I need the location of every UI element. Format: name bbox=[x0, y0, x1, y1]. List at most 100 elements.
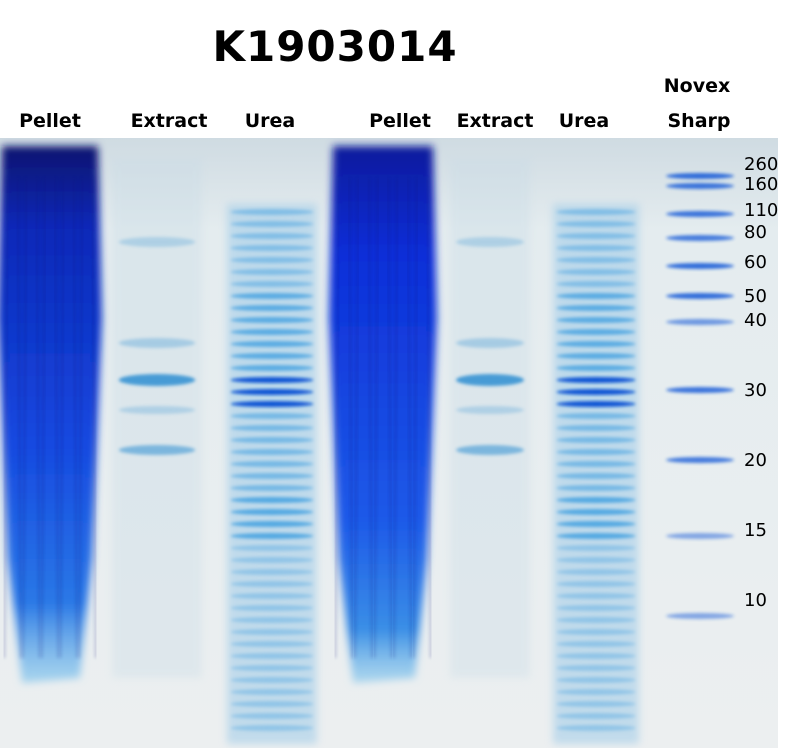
urea-band-6-8 bbox=[556, 293, 636, 299]
pellet-streak bbox=[58, 177, 66, 659]
extract-band-5-3 bbox=[456, 374, 524, 386]
urea-band-6-28 bbox=[556, 533, 636, 539]
pellet-streak bbox=[425, 177, 433, 659]
urea-band-3-37 bbox=[230, 641, 314, 647]
urea-band-6-24 bbox=[556, 485, 636, 491]
urea-band-3-9 bbox=[230, 305, 314, 311]
urea-band-6-5 bbox=[556, 257, 636, 263]
urea-band-3-5 bbox=[230, 257, 314, 263]
urea-band-3-20 bbox=[230, 437, 314, 443]
ladder-band-10 bbox=[666, 533, 734, 539]
urea-band-6-36 bbox=[556, 629, 636, 635]
extract-band-5-5 bbox=[456, 445, 524, 455]
pellet-streak bbox=[77, 177, 85, 659]
urea-band-3-12 bbox=[230, 341, 314, 347]
pellet-streak bbox=[333, 177, 341, 659]
extract-band-2-4 bbox=[118, 406, 196, 414]
urea-band-6-14 bbox=[556, 365, 636, 371]
urea-band-6-4 bbox=[556, 245, 636, 251]
pellet-streak bbox=[90, 177, 98, 659]
urea-band-3-32 bbox=[230, 581, 314, 587]
extract-lane-5-haze bbox=[450, 158, 530, 678]
urea-band-3-27 bbox=[230, 521, 314, 527]
urea-band-3-41 bbox=[230, 689, 314, 695]
urea-band-3-11 bbox=[230, 329, 314, 335]
urea-band-6-42 bbox=[556, 701, 636, 707]
pellet-streak bbox=[405, 177, 413, 659]
urea-band-3-4 bbox=[230, 245, 314, 251]
urea-band-3-14 bbox=[230, 365, 314, 371]
ladder-marker-label: 110 bbox=[744, 200, 779, 221]
urea-band-6-17 bbox=[556, 401, 636, 407]
lane-label-urea-2: Urea bbox=[558, 110, 610, 132]
gel-image bbox=[0, 138, 778, 748]
urea-band-3-35 bbox=[230, 617, 314, 623]
urea-band-3-23 bbox=[230, 473, 314, 479]
urea-band-6-44 bbox=[556, 725, 636, 731]
urea-band-6-39 bbox=[556, 665, 636, 671]
urea-band-6-33 bbox=[556, 593, 636, 599]
urea-band-3-28 bbox=[230, 533, 314, 539]
ladder-marker-label: 60 bbox=[744, 252, 767, 273]
urea-band-3-21 bbox=[230, 449, 314, 455]
pellet-streak bbox=[353, 177, 361, 659]
lane-label-pellet-1: Pellet bbox=[19, 110, 81, 132]
lane-label-urea-1: Urea bbox=[244, 110, 296, 132]
urea-band-6-31 bbox=[556, 569, 636, 575]
urea-band-3-43 bbox=[230, 713, 314, 719]
urea-band-6-19 bbox=[556, 425, 636, 431]
urea-band-3-7 bbox=[230, 281, 314, 287]
urea-band-3-19 bbox=[230, 425, 314, 431]
urea-band-6-29 bbox=[556, 545, 636, 551]
ladder-marker-label: 40 bbox=[744, 310, 767, 331]
urea-band-6-3 bbox=[556, 233, 636, 239]
urea-band-3-34 bbox=[230, 605, 314, 611]
urea-band-3-3 bbox=[230, 233, 314, 239]
urea-band-3-1 bbox=[230, 209, 314, 215]
urea-band-3-42 bbox=[230, 701, 314, 707]
ladder-marker-label: 50 bbox=[744, 286, 767, 307]
ladder-marker-label: 260 bbox=[744, 154, 779, 175]
urea-band-6-16 bbox=[556, 389, 636, 395]
ladder-band-2 bbox=[666, 183, 734, 189]
extract-band-5-2 bbox=[456, 338, 524, 348]
urea-band-6-13 bbox=[556, 353, 636, 359]
pellet-streak bbox=[34, 177, 42, 659]
urea-band-6-20 bbox=[556, 437, 636, 443]
urea-band-6-26 bbox=[556, 509, 636, 515]
ladder-marker-label: 15 bbox=[744, 520, 767, 541]
urea-band-3-25 bbox=[230, 497, 314, 503]
pellet-streak bbox=[53, 177, 61, 659]
urea-band-3-16 bbox=[230, 389, 314, 395]
urea-band-3-31 bbox=[230, 569, 314, 575]
ladder-band-6 bbox=[666, 293, 734, 299]
urea-band-3-22 bbox=[230, 461, 314, 467]
urea-band-3-6 bbox=[230, 269, 314, 275]
urea-band-3-10 bbox=[230, 317, 314, 323]
pellet-streak bbox=[392, 177, 400, 659]
urea-band-3-2 bbox=[230, 221, 314, 227]
urea-band-6-7 bbox=[556, 281, 636, 287]
urea-band-6-40 bbox=[556, 677, 636, 683]
urea-band-6-35 bbox=[556, 617, 636, 623]
lane-label-extract-1: Extract bbox=[130, 110, 208, 132]
urea-band-3-8 bbox=[230, 293, 314, 299]
pellet-streak bbox=[2, 177, 10, 659]
urea-band-3-38 bbox=[230, 653, 314, 659]
lane-label-pellet-2: Pellet bbox=[369, 110, 431, 132]
ladder-band-9 bbox=[666, 457, 734, 463]
pellet-streak bbox=[39, 177, 47, 659]
urea-band-3-40 bbox=[230, 677, 314, 683]
ladder-label-line1: Novex bbox=[663, 75, 731, 97]
urea-band-6-41 bbox=[556, 689, 636, 695]
ladder-band-7 bbox=[666, 319, 734, 325]
urea-band-3-30 bbox=[230, 557, 314, 563]
ladder-band-3 bbox=[666, 211, 734, 217]
urea-band-6-18 bbox=[556, 413, 636, 419]
urea-band-3-24 bbox=[230, 485, 314, 491]
pellet-lane-4-smear bbox=[329, 146, 437, 683]
urea-band-3-36 bbox=[230, 629, 314, 635]
lane-label-extract-2: Extract bbox=[456, 110, 534, 132]
urea-band-6-38 bbox=[556, 653, 636, 659]
urea-band-3-18 bbox=[230, 413, 314, 419]
